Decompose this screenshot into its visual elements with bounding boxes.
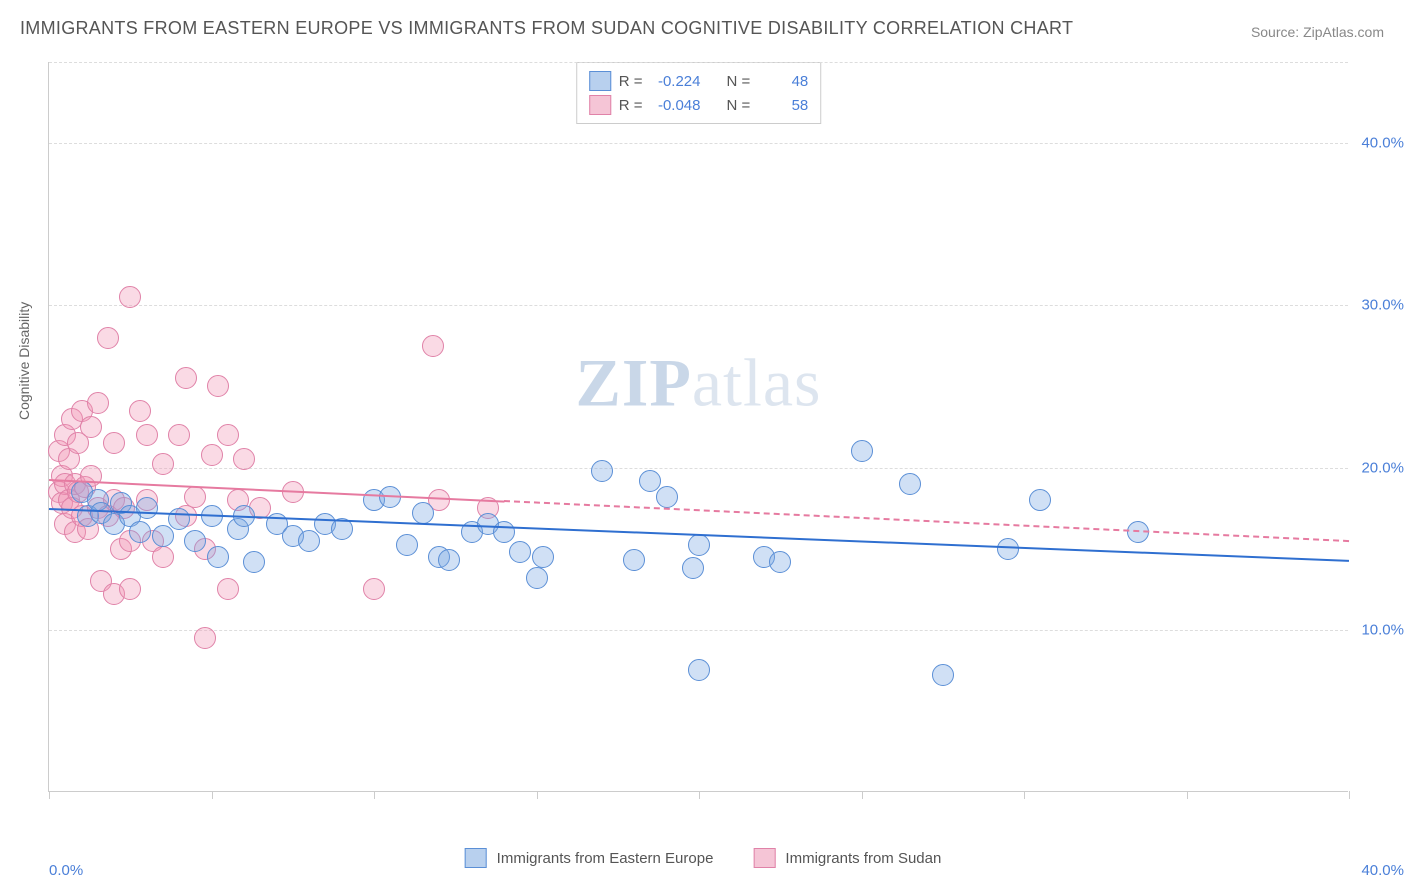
y-tick-label: 10.0% [1361, 621, 1404, 638]
scatter-point [932, 664, 954, 686]
plot-area: ZIPatlas R = -0.224 N = 48 R = -0.048 N … [48, 62, 1348, 792]
scatter-point [119, 286, 141, 308]
legend-label-a: Immigrants from Eastern Europe [497, 850, 714, 867]
scatter-point [688, 534, 710, 556]
scatter-point [438, 549, 460, 571]
trend-line [504, 500, 1349, 542]
watermark: ZIPatlas [576, 343, 822, 422]
x-tick [212, 791, 213, 799]
scatter-point [656, 486, 678, 508]
scatter-point [201, 444, 223, 466]
x-tick-label-left: 0.0% [49, 862, 83, 879]
scatter-point [422, 335, 444, 357]
y-axis-label: Cognitive Disability [16, 302, 32, 420]
chart-container: IMMIGRANTS FROM EASTERN EUROPE VS IMMIGR… [0, 0, 1406, 892]
scatter-point [184, 530, 206, 552]
x-tick [1349, 791, 1350, 799]
scatter-point [129, 400, 151, 422]
x-tick [49, 791, 50, 799]
legend-item-b: Immigrants from Sudan [753, 848, 941, 868]
bottom-legend: Immigrants from Eastern Europe Immigrant… [465, 848, 942, 868]
n-label: N = [727, 73, 751, 90]
scatter-point [217, 578, 239, 600]
gridline [49, 143, 1348, 144]
n-value-b: 58 [758, 97, 808, 114]
scatter-point [688, 659, 710, 681]
scatter-point [136, 497, 158, 519]
stats-row-series-a: R = -0.224 N = 48 [589, 69, 809, 93]
chart-title: IMMIGRANTS FROM EASTERN EUROPE VS IMMIGR… [20, 18, 1073, 39]
scatter-point [168, 424, 190, 446]
scatter-point [997, 538, 1019, 560]
scatter-point [136, 424, 158, 446]
gridline [49, 630, 1348, 631]
x-tick [537, 791, 538, 799]
scatter-point [298, 530, 320, 552]
watermark-atlas: atlas [692, 344, 822, 420]
n-label: N = [727, 97, 751, 114]
scatter-point [175, 367, 197, 389]
x-tick-label-right: 40.0% [1361, 862, 1404, 879]
swatch-series-a [589, 71, 611, 91]
scatter-point [152, 453, 174, 475]
scatter-point [103, 432, 125, 454]
swatch-series-b [589, 95, 611, 115]
r-label: R = [619, 97, 643, 114]
scatter-point [532, 546, 554, 568]
scatter-point [851, 440, 873, 462]
scatter-point [769, 551, 791, 573]
scatter-point [493, 521, 515, 543]
scatter-point [87, 392, 109, 414]
legend-swatch-a [465, 848, 487, 868]
scatter-point [80, 416, 102, 438]
scatter-point [184, 486, 206, 508]
scatter-point [97, 327, 119, 349]
scatter-point [243, 551, 265, 573]
source-label: Source: ZipAtlas.com [1251, 24, 1384, 40]
scatter-point [152, 546, 174, 568]
scatter-point [207, 546, 229, 568]
scatter-point [682, 557, 704, 579]
legend-label-b: Immigrants from Sudan [785, 850, 941, 867]
scatter-point [119, 578, 141, 600]
scatter-point [526, 567, 548, 589]
y-tick-label: 40.0% [1361, 135, 1404, 152]
gridline [49, 62, 1348, 63]
n-value-a: 48 [758, 73, 808, 90]
scatter-point [412, 502, 434, 524]
scatter-point [363, 578, 385, 600]
scatter-point [1029, 489, 1051, 511]
scatter-point [168, 508, 190, 530]
legend-item-a: Immigrants from Eastern Europe [465, 848, 714, 868]
scatter-point [207, 375, 229, 397]
scatter-point [194, 627, 216, 649]
x-tick [1187, 791, 1188, 799]
x-tick [862, 791, 863, 799]
y-tick-label: 20.0% [1361, 459, 1404, 476]
x-tick [699, 791, 700, 799]
scatter-point [217, 424, 239, 446]
scatter-point [129, 521, 151, 543]
x-tick [374, 791, 375, 799]
y-tick-label: 30.0% [1361, 297, 1404, 314]
scatter-point [396, 534, 418, 556]
stats-row-series-b: R = -0.048 N = 58 [589, 93, 809, 117]
legend-swatch-b [753, 848, 775, 868]
scatter-point [233, 448, 255, 470]
r-value-a: -0.224 [651, 73, 701, 90]
r-label: R = [619, 73, 643, 90]
scatter-point [591, 460, 613, 482]
r-value-b: -0.048 [651, 97, 701, 114]
scatter-point [623, 549, 645, 571]
watermark-zip: ZIP [576, 344, 692, 420]
gridline [49, 305, 1348, 306]
x-tick [1024, 791, 1025, 799]
scatter-point [509, 541, 531, 563]
scatter-point [152, 525, 174, 547]
stats-legend-box: R = -0.224 N = 48 R = -0.048 N = 58 [576, 62, 822, 124]
scatter-point [899, 473, 921, 495]
